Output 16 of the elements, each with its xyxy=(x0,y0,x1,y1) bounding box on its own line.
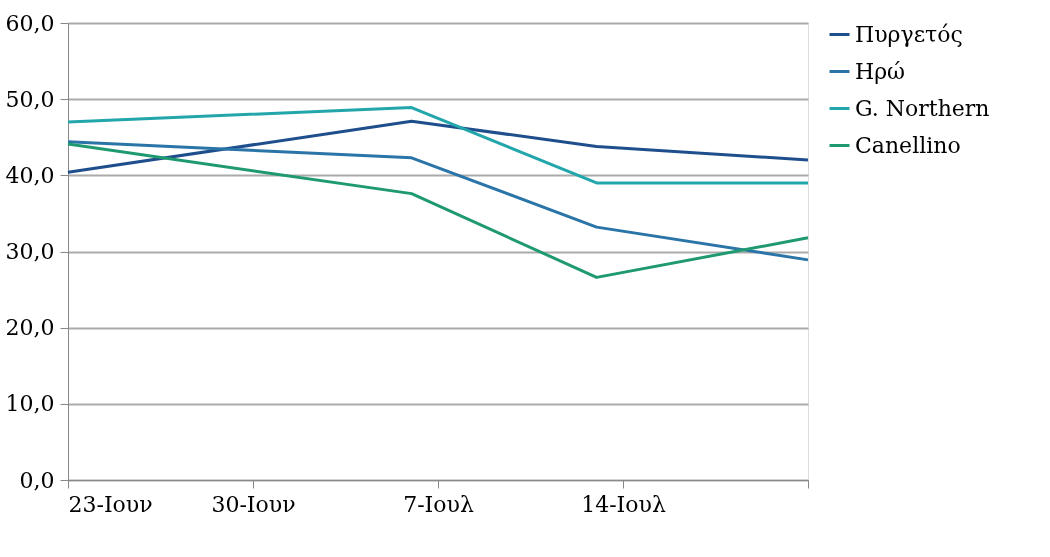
y-tick-label: 20,0 xyxy=(5,315,55,341)
y-tick-label: 10,0 xyxy=(5,391,55,417)
x-tick-label: 7-Ιουλ xyxy=(403,491,474,517)
y-tick-label: 60,0 xyxy=(5,10,55,36)
x-tick-label: 14-Ιουλ xyxy=(581,491,666,517)
y-tick-label: 40,0 xyxy=(5,162,55,188)
legend-label: G. Northern xyxy=(855,95,990,121)
y-tick-label: 50,0 xyxy=(5,86,55,112)
y-tick-label: 0,0 xyxy=(19,467,55,493)
y-tick-label: 30,0 xyxy=(5,239,55,264)
line-series xyxy=(66,119,810,174)
x-tick-label: 23-Ιουν xyxy=(68,491,153,517)
legend-label: Πυργετός xyxy=(855,21,963,47)
legend-label: Ηρώ xyxy=(855,58,906,84)
legend-label: Canellino xyxy=(855,132,961,158)
x-tick-label: 30-Ιουν xyxy=(211,491,296,517)
